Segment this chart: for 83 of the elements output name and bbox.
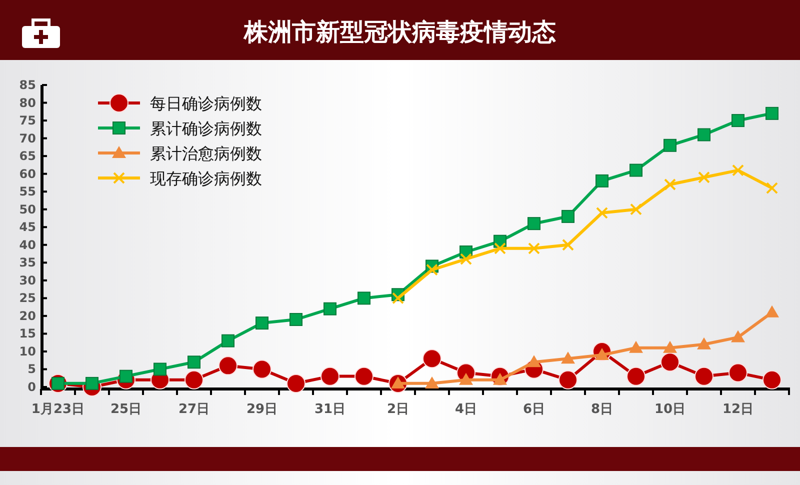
point xyxy=(766,106,778,120)
y-tick-label: 5 xyxy=(28,362,36,376)
point xyxy=(460,253,472,266)
point xyxy=(286,374,306,393)
point xyxy=(664,178,676,190)
y-tick-label: 10 xyxy=(19,344,36,358)
point xyxy=(320,366,340,386)
y-tick-label: 50 xyxy=(19,202,36,216)
point xyxy=(222,334,234,348)
legend-label: 累计治愈病例数 xyxy=(150,144,262,163)
point xyxy=(188,356,200,369)
x-tick-label: 12日 xyxy=(722,402,754,417)
point xyxy=(256,316,268,330)
point xyxy=(762,370,782,390)
point xyxy=(252,360,272,379)
point xyxy=(218,356,238,376)
x-tick-label: 1月23日 xyxy=(31,402,85,417)
y-tick-label: 0 xyxy=(28,380,36,394)
y-tick-label: 35 xyxy=(19,256,36,270)
point xyxy=(728,363,748,382)
point xyxy=(562,210,574,223)
point xyxy=(630,164,642,177)
point xyxy=(558,370,578,390)
y-tick-label: 85 xyxy=(19,78,36,92)
point xyxy=(425,376,439,388)
x-tick-label: 29日 xyxy=(246,402,278,417)
point xyxy=(629,340,643,353)
point xyxy=(630,203,642,216)
point xyxy=(765,305,779,318)
point xyxy=(732,164,744,176)
y-tick-label: 70 xyxy=(19,131,36,146)
x-tick-label: 31日 xyxy=(314,402,346,417)
y-tick-label: 80 xyxy=(19,96,36,110)
y-tick-label: 20 xyxy=(19,308,36,323)
point xyxy=(459,372,473,385)
y-tick-label: 40 xyxy=(19,238,36,252)
y-tick-label: 45 xyxy=(19,220,36,234)
point xyxy=(392,292,404,304)
point xyxy=(354,366,374,386)
x-tick-label: 6日 xyxy=(522,402,546,417)
point xyxy=(528,242,540,254)
point xyxy=(694,366,714,386)
x-tick-label: 10日 xyxy=(654,402,686,417)
y-tick-label: 75 xyxy=(19,114,36,128)
x-tick-label: 2日 xyxy=(386,402,410,417)
x-tick-label: 25日 xyxy=(110,402,142,417)
point xyxy=(596,206,608,219)
x-tick-label: 27日 xyxy=(178,402,210,417)
point xyxy=(697,337,711,350)
y-tick-label: 65 xyxy=(19,149,36,164)
point xyxy=(732,114,744,128)
point xyxy=(626,366,646,386)
point xyxy=(698,171,710,184)
point xyxy=(527,355,541,368)
y-tick-label: 55 xyxy=(19,184,36,199)
point xyxy=(290,312,302,326)
point xyxy=(660,352,680,372)
point xyxy=(561,352,575,364)
point xyxy=(426,264,438,276)
point xyxy=(698,128,710,142)
point xyxy=(562,238,574,251)
point xyxy=(494,242,506,254)
point xyxy=(154,362,166,376)
point xyxy=(663,340,677,353)
point xyxy=(731,330,745,342)
point xyxy=(664,138,676,152)
point xyxy=(184,370,204,390)
x-tick-label: 8日 xyxy=(590,402,614,417)
point xyxy=(528,217,540,230)
y-tick-label: 15 xyxy=(19,326,36,341)
y-tick-label: 25 xyxy=(19,291,36,306)
legend-label: 现存确诊病例数 xyxy=(150,169,262,188)
y-tick-label: 60 xyxy=(19,166,36,181)
point xyxy=(596,174,608,188)
legend-label: 累计确诊病例数 xyxy=(150,119,262,138)
point xyxy=(358,292,370,305)
legend-label: 每日确诊病例数 xyxy=(150,94,262,113)
point xyxy=(766,182,778,194)
chart-title: 株洲市新型冠状病毒疫情动态 xyxy=(243,18,556,46)
point xyxy=(422,349,442,368)
y-tick-label: 30 xyxy=(19,273,36,288)
point xyxy=(324,302,336,316)
x-tick-label: 4日 xyxy=(454,402,478,417)
